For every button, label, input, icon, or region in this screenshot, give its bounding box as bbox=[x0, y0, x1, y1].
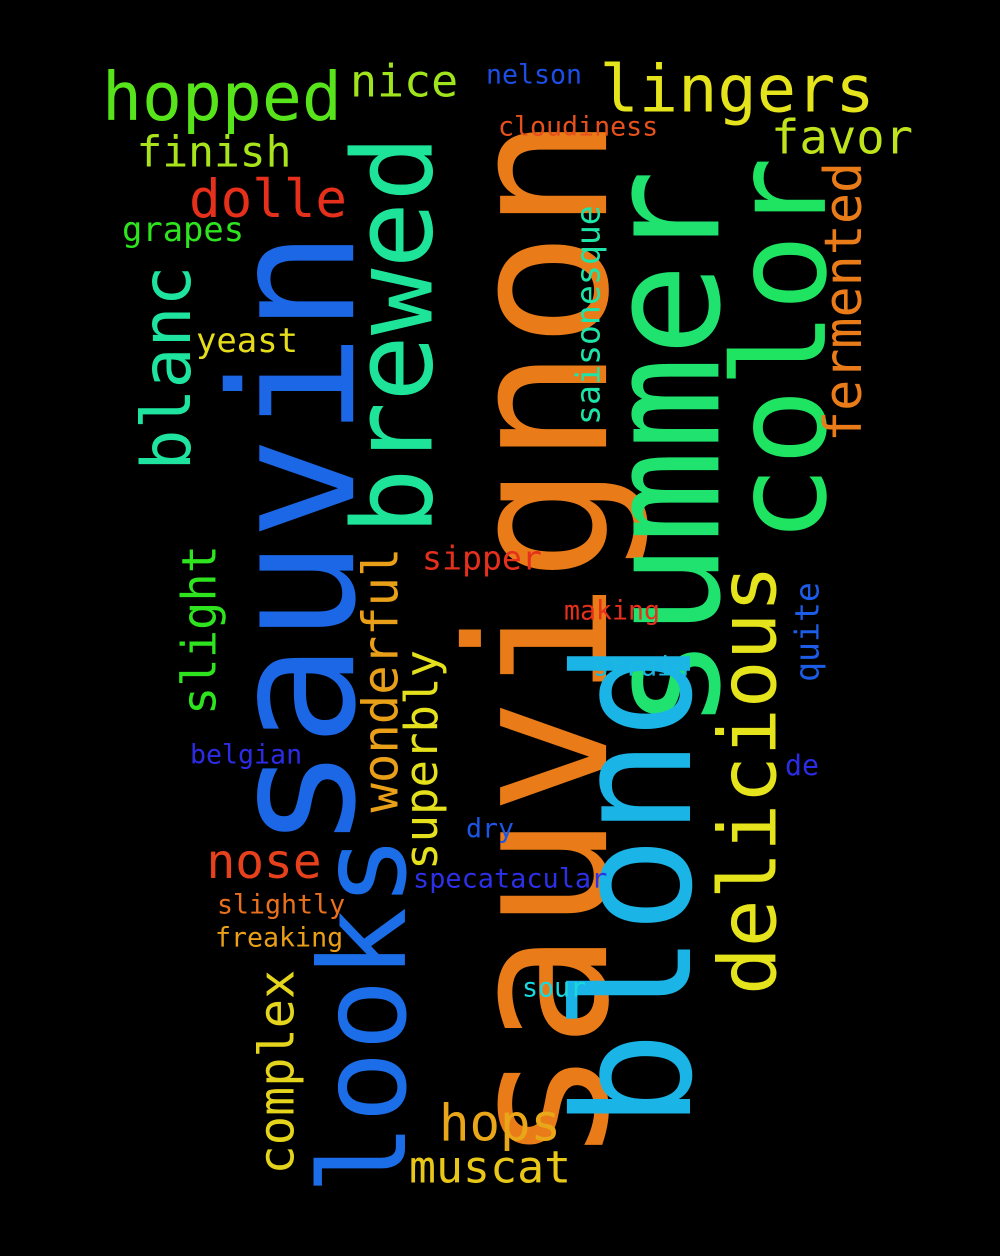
word-belgian: belgian bbox=[190, 739, 303, 771]
word-nelson: nelson bbox=[486, 59, 583, 91]
word-dolle: dolle bbox=[189, 168, 348, 230]
word-grapes: grapes bbox=[122, 210, 245, 250]
word-muscat: muscat bbox=[409, 1140, 572, 1194]
word-favor: favor bbox=[771, 110, 914, 166]
word-quite: quite bbox=[787, 582, 827, 682]
word-specatacular: specatacular bbox=[413, 863, 608, 895]
word-freaking: freaking bbox=[215, 922, 344, 954]
word-dry: dry bbox=[466, 813, 515, 845]
word-sipper: sipper bbox=[422, 538, 542, 578]
word-cloudiness: cloudiness bbox=[498, 111, 659, 143]
word-finish: finish bbox=[136, 127, 292, 178]
word-saisonesque: saisonesque bbox=[568, 205, 608, 425]
word-complex: complex bbox=[249, 969, 306, 1175]
word-hops: hops bbox=[439, 1093, 562, 1153]
word-nose: nose bbox=[206, 835, 322, 891]
word-sour: sour bbox=[522, 972, 587, 1004]
word-blanc: blanc bbox=[127, 265, 207, 471]
word-de: de bbox=[785, 748, 819, 782]
word-slight: slight bbox=[172, 544, 228, 715]
word-lingers: lingers bbox=[599, 51, 875, 128]
word-yeast: yeast bbox=[196, 321, 299, 361]
word-making: making bbox=[564, 595, 661, 627]
word-nice: nice bbox=[350, 54, 459, 108]
word-hopped: hopped bbox=[102, 57, 342, 136]
word-strain: strain bbox=[593, 651, 690, 683]
word-slightly: slightly bbox=[217, 889, 346, 921]
word-brewed: brewed bbox=[329, 135, 459, 535]
word-fermented: fermented bbox=[814, 161, 875, 442]
word-delicious: delicious bbox=[701, 564, 795, 995]
word-superbly: superbly bbox=[395, 649, 449, 870]
